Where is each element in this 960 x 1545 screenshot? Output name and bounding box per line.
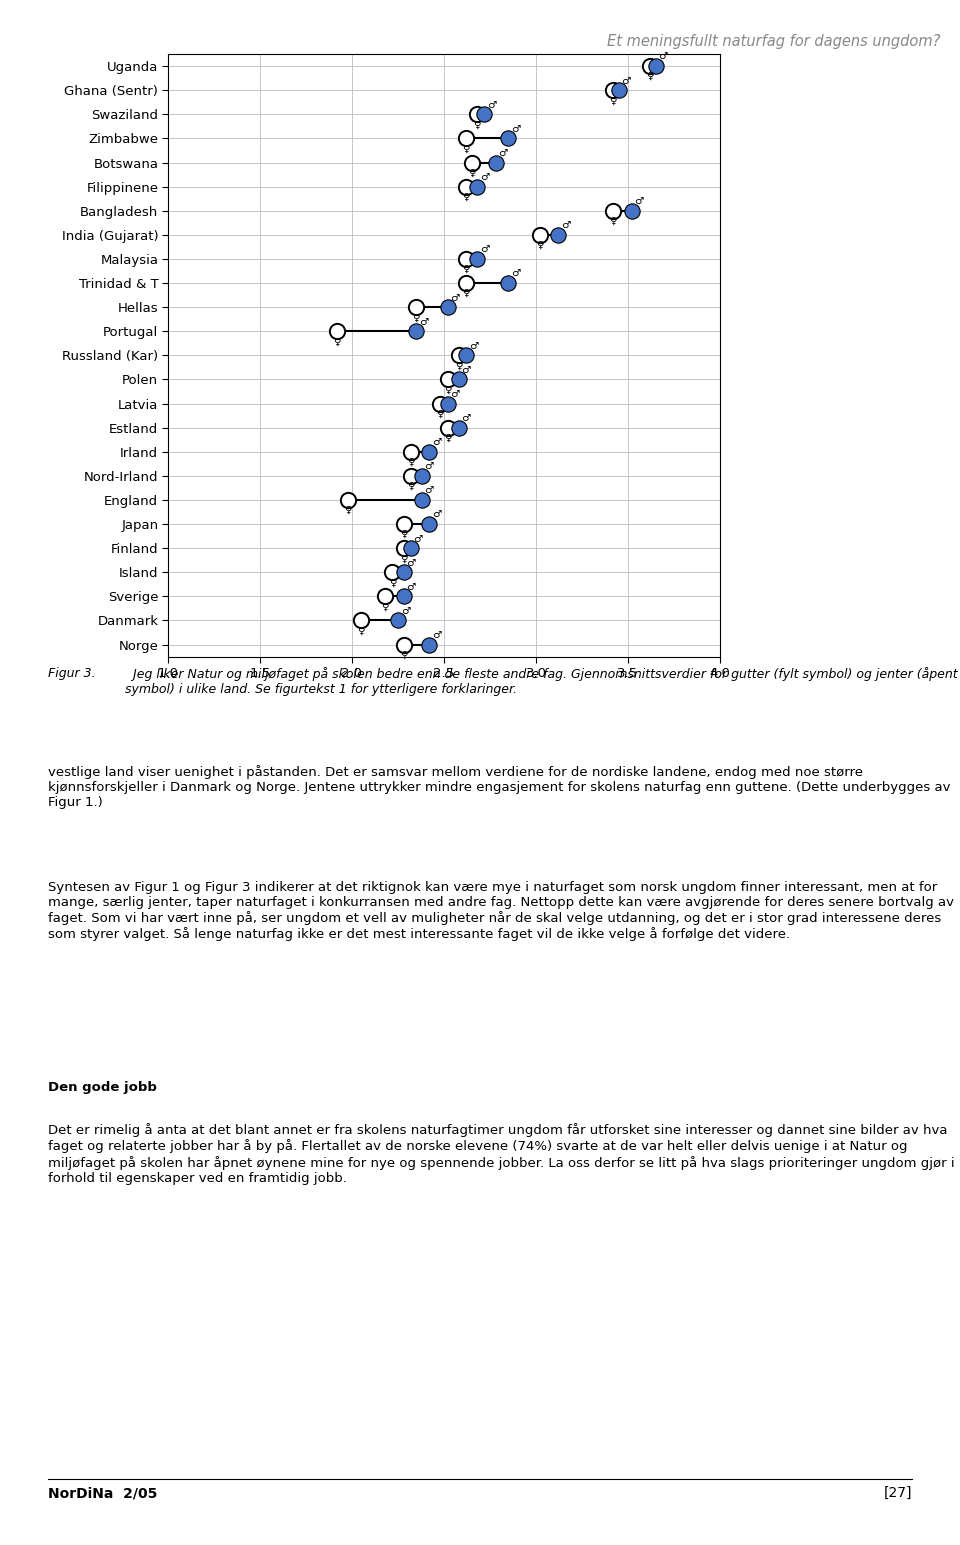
- Text: ♂: ♂: [498, 148, 508, 158]
- Text: ♀: ♀: [468, 168, 475, 178]
- Text: Jeg liker Natur og miljøfaget på skolen bedre enn de fleste andre fag. Gjennomsn: Jeg liker Natur og miljøfaget på skolen …: [125, 667, 957, 697]
- Text: ♀: ♀: [463, 289, 469, 298]
- Text: ♀: ♀: [345, 505, 352, 514]
- Text: ♂: ♂: [406, 558, 416, 567]
- Text: ♀: ♀: [381, 601, 389, 612]
- Text: ♂: ♂: [414, 533, 422, 544]
- Text: ♂: ♂: [511, 124, 520, 134]
- Text: ♂: ♂: [400, 606, 410, 616]
- Text: ♀: ♀: [463, 144, 469, 153]
- Text: ♂: ♂: [468, 341, 478, 351]
- Text: ♀: ♀: [536, 239, 543, 250]
- Text: [27]: [27]: [883, 1486, 912, 1500]
- Text: ♀: ♀: [413, 312, 420, 323]
- Text: ♀: ♀: [407, 480, 415, 491]
- Text: ♂: ♂: [480, 171, 489, 182]
- Text: ♀: ♀: [389, 578, 396, 587]
- Text: ♂: ♂: [462, 413, 470, 423]
- Text: ♀: ♀: [399, 650, 407, 660]
- Text: ♂: ♂: [621, 76, 631, 85]
- Text: Syntesen av Figur 1 og Figur 3 indikerer at det riktignok kan være mye i naturfa: Syntesen av Figur 1 og Figur 3 indikerer…: [48, 881, 954, 941]
- Text: ♀: ♀: [444, 433, 451, 443]
- Text: ♀: ♀: [463, 264, 469, 273]
- Text: ♂: ♂: [450, 292, 460, 303]
- Text: Det er rimelig å anta at det blant annet er fra skolens naturfagtimer ungdom får: Det er rimelig å anta at det blant annet…: [48, 1123, 954, 1185]
- Text: ♂: ♂: [424, 462, 434, 471]
- Text: NorDiNa  2/05: NorDiNa 2/05: [48, 1486, 157, 1500]
- Text: ♂: ♂: [488, 100, 496, 110]
- Text: ♀: ♀: [399, 530, 407, 539]
- Text: ♂: ♂: [659, 51, 667, 62]
- Text: ♂: ♂: [635, 196, 643, 205]
- Text: Den gode jobb: Den gode jobb: [48, 1082, 156, 1094]
- Text: ♀: ♀: [333, 337, 341, 346]
- Text: ♀: ♀: [473, 119, 481, 130]
- Text: ♀: ♀: [455, 360, 463, 371]
- Text: ♀: ♀: [610, 96, 617, 105]
- Text: ♀: ♀: [463, 192, 469, 202]
- Text: ♀: ♀: [407, 457, 415, 467]
- Text: ♀: ♀: [399, 553, 407, 564]
- Text: Figur 3.: Figur 3.: [48, 667, 96, 680]
- Text: ♂: ♂: [462, 365, 470, 375]
- Text: ♀: ♀: [646, 71, 654, 82]
- Text: ♀: ♀: [444, 385, 451, 394]
- Text: ♀: ♀: [357, 626, 365, 635]
- Text: ♀: ♀: [610, 216, 617, 226]
- Text: Et meningsfullt naturfag for dagens ungdom?: Et meningsfullt naturfag for dagens ungd…: [608, 34, 941, 49]
- Text: ♂: ♂: [511, 269, 520, 278]
- Text: ♂: ♂: [432, 510, 442, 519]
- Text: vestlige land viser uenighet i påstanden. Det er samsvar mellom verdiene for de : vestlige land viser uenighet i påstanden…: [48, 765, 950, 808]
- Text: ♂: ♂: [424, 485, 434, 496]
- Text: ♂: ♂: [450, 389, 460, 399]
- Text: ♂: ♂: [480, 244, 489, 255]
- Text: ♂: ♂: [406, 582, 416, 592]
- Text: ♂: ♂: [561, 221, 570, 230]
- Text: ♂: ♂: [432, 630, 442, 640]
- Text: ♀: ♀: [437, 409, 444, 419]
- Text: ♂: ♂: [420, 317, 428, 326]
- Text: ♂: ♂: [432, 437, 442, 447]
